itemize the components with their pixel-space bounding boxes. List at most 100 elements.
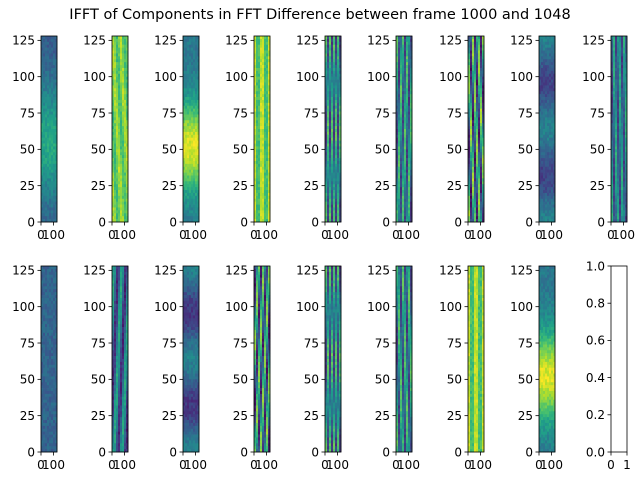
heatmap-cell: [191, 131, 194, 136]
heatmap-cell: [118, 143, 121, 147]
heatmap-cell: [47, 181, 50, 185]
heatmap-cell: [49, 123, 52, 127]
heatmap-cell: [41, 120, 44, 124]
heatmap-cell: [615, 108, 618, 112]
heatmap-cell: [478, 85, 481, 89]
heatmap-cell: [120, 99, 123, 104]
heatmap-cell: [611, 38, 614, 43]
heatmap-cell: [396, 91, 399, 95]
heatmap-cell: [335, 178, 338, 182]
heatmap-cell: [187, 187, 190, 191]
heatmap-cell: [266, 137, 269, 141]
heatmap-cell: [47, 59, 50, 63]
heatmap-cell: [331, 73, 334, 78]
heatmap-cell: [112, 155, 115, 159]
heatmap-cell: [122, 198, 125, 203]
heatmap-cell: [264, 184, 267, 188]
heatmap-cell: [468, 129, 471, 133]
heatmap-cell: [539, 219, 542, 223]
heatmap-cell: [185, 108, 188, 112]
heatmap-cell: [400, 56, 403, 60]
heatmap-cell: [611, 198, 614, 203]
heatmap-cell: [262, 123, 265, 127]
heatmap-cell: [329, 160, 332, 165]
heatmap-cell: [41, 146, 44, 150]
heatmap-cell: [617, 56, 620, 60]
heatmap-cell: [124, 192, 127, 197]
heatmap-cell: [193, 184, 196, 188]
heatmap-cell: [553, 41, 556, 46]
heatmap-cell: [406, 111, 409, 115]
heatmap-cell: [197, 102, 200, 107]
heatmap-cell: [398, 181, 401, 185]
heatmap-cell: [396, 70, 399, 75]
heatmap-cell: [611, 149, 614, 153]
heatmap-cell: [116, 140, 119, 144]
heatmap-cell: [268, 76, 271, 80]
heatmap-cell: [197, 178, 200, 182]
heatmap-cell: [47, 266, 50, 270]
heatmap-cell: [122, 99, 125, 104]
heatmap-cell: [543, 149, 546, 153]
heatmap-cell: [325, 181, 328, 185]
heatmap-cell: [118, 53, 121, 57]
heatmap-cell: [480, 198, 483, 203]
heatmap-cell: [329, 137, 332, 141]
heatmap-cell: [621, 146, 624, 150]
heatmap-cell: [262, 190, 265, 194]
heatmap-cell: [193, 213, 196, 217]
heatmap-cell: [49, 99, 52, 104]
heatmap-cell: [53, 88, 56, 92]
heatmap-cell: [254, 219, 257, 223]
heatmap-cell: [116, 117, 119, 121]
heatmap-cell: [613, 94, 616, 98]
heatmap-cell: [329, 91, 332, 95]
heatmap-cell: [339, 82, 342, 86]
heatmap-cell: [339, 117, 342, 121]
heatmap-cell: [53, 47, 56, 51]
heatmap-cell: [262, 105, 265, 110]
heatmap-cell: [183, 131, 186, 136]
heatmap-cell: [189, 172, 192, 176]
heatmap-cell: [339, 134, 342, 139]
heatmap-cell: [339, 47, 342, 51]
heatmap-cell: [615, 62, 618, 66]
heatmap-cell: [553, 53, 556, 57]
heatmap-cell: [482, 163, 485, 168]
heatmap-cell: [621, 195, 624, 200]
heatmap-cell: [476, 114, 479, 118]
heatmap-cell: [623, 99, 626, 104]
heatmap-cell: [539, 56, 542, 60]
heatmap-cell: [114, 190, 117, 194]
heatmap-cell: [47, 129, 50, 133]
heatmap-cell: [191, 123, 194, 127]
heatmap-cell: [539, 213, 542, 217]
heatmap-cell: [266, 38, 269, 43]
heatmap-cell: [404, 41, 407, 46]
heatmap-cell: [482, 169, 485, 173]
heatmap-cell: [408, 140, 411, 144]
heatmap-cell: [126, 59, 129, 63]
heatmap-cell: [623, 38, 626, 43]
heatmap-cell: [545, 50, 548, 54]
heatmap-cell: [335, 91, 338, 95]
heatmap-cell: [613, 62, 616, 66]
heatmap-cell: [408, 146, 411, 150]
heatmap-cell: [398, 216, 401, 220]
heatmap-cell: [197, 126, 200, 130]
heatmap-cell: [183, 67, 186, 72]
heatmap-cell: [539, 53, 542, 57]
heatmap-cell: [120, 123, 123, 127]
heatmap-cell: [539, 82, 542, 86]
heatmap-cell: [400, 44, 403, 48]
heatmap-cell: [410, 79, 413, 83]
heatmap-cell: [625, 207, 628, 211]
heatmap-cell: [45, 65, 48, 69]
heatmap-cell: [126, 219, 129, 223]
heatmap-cell: [553, 38, 556, 43]
heatmap-cell: [547, 62, 550, 66]
heatmap-cell: [49, 62, 52, 66]
heatmap-cell: [53, 62, 56, 66]
heatmap-cell: [55, 152, 58, 156]
